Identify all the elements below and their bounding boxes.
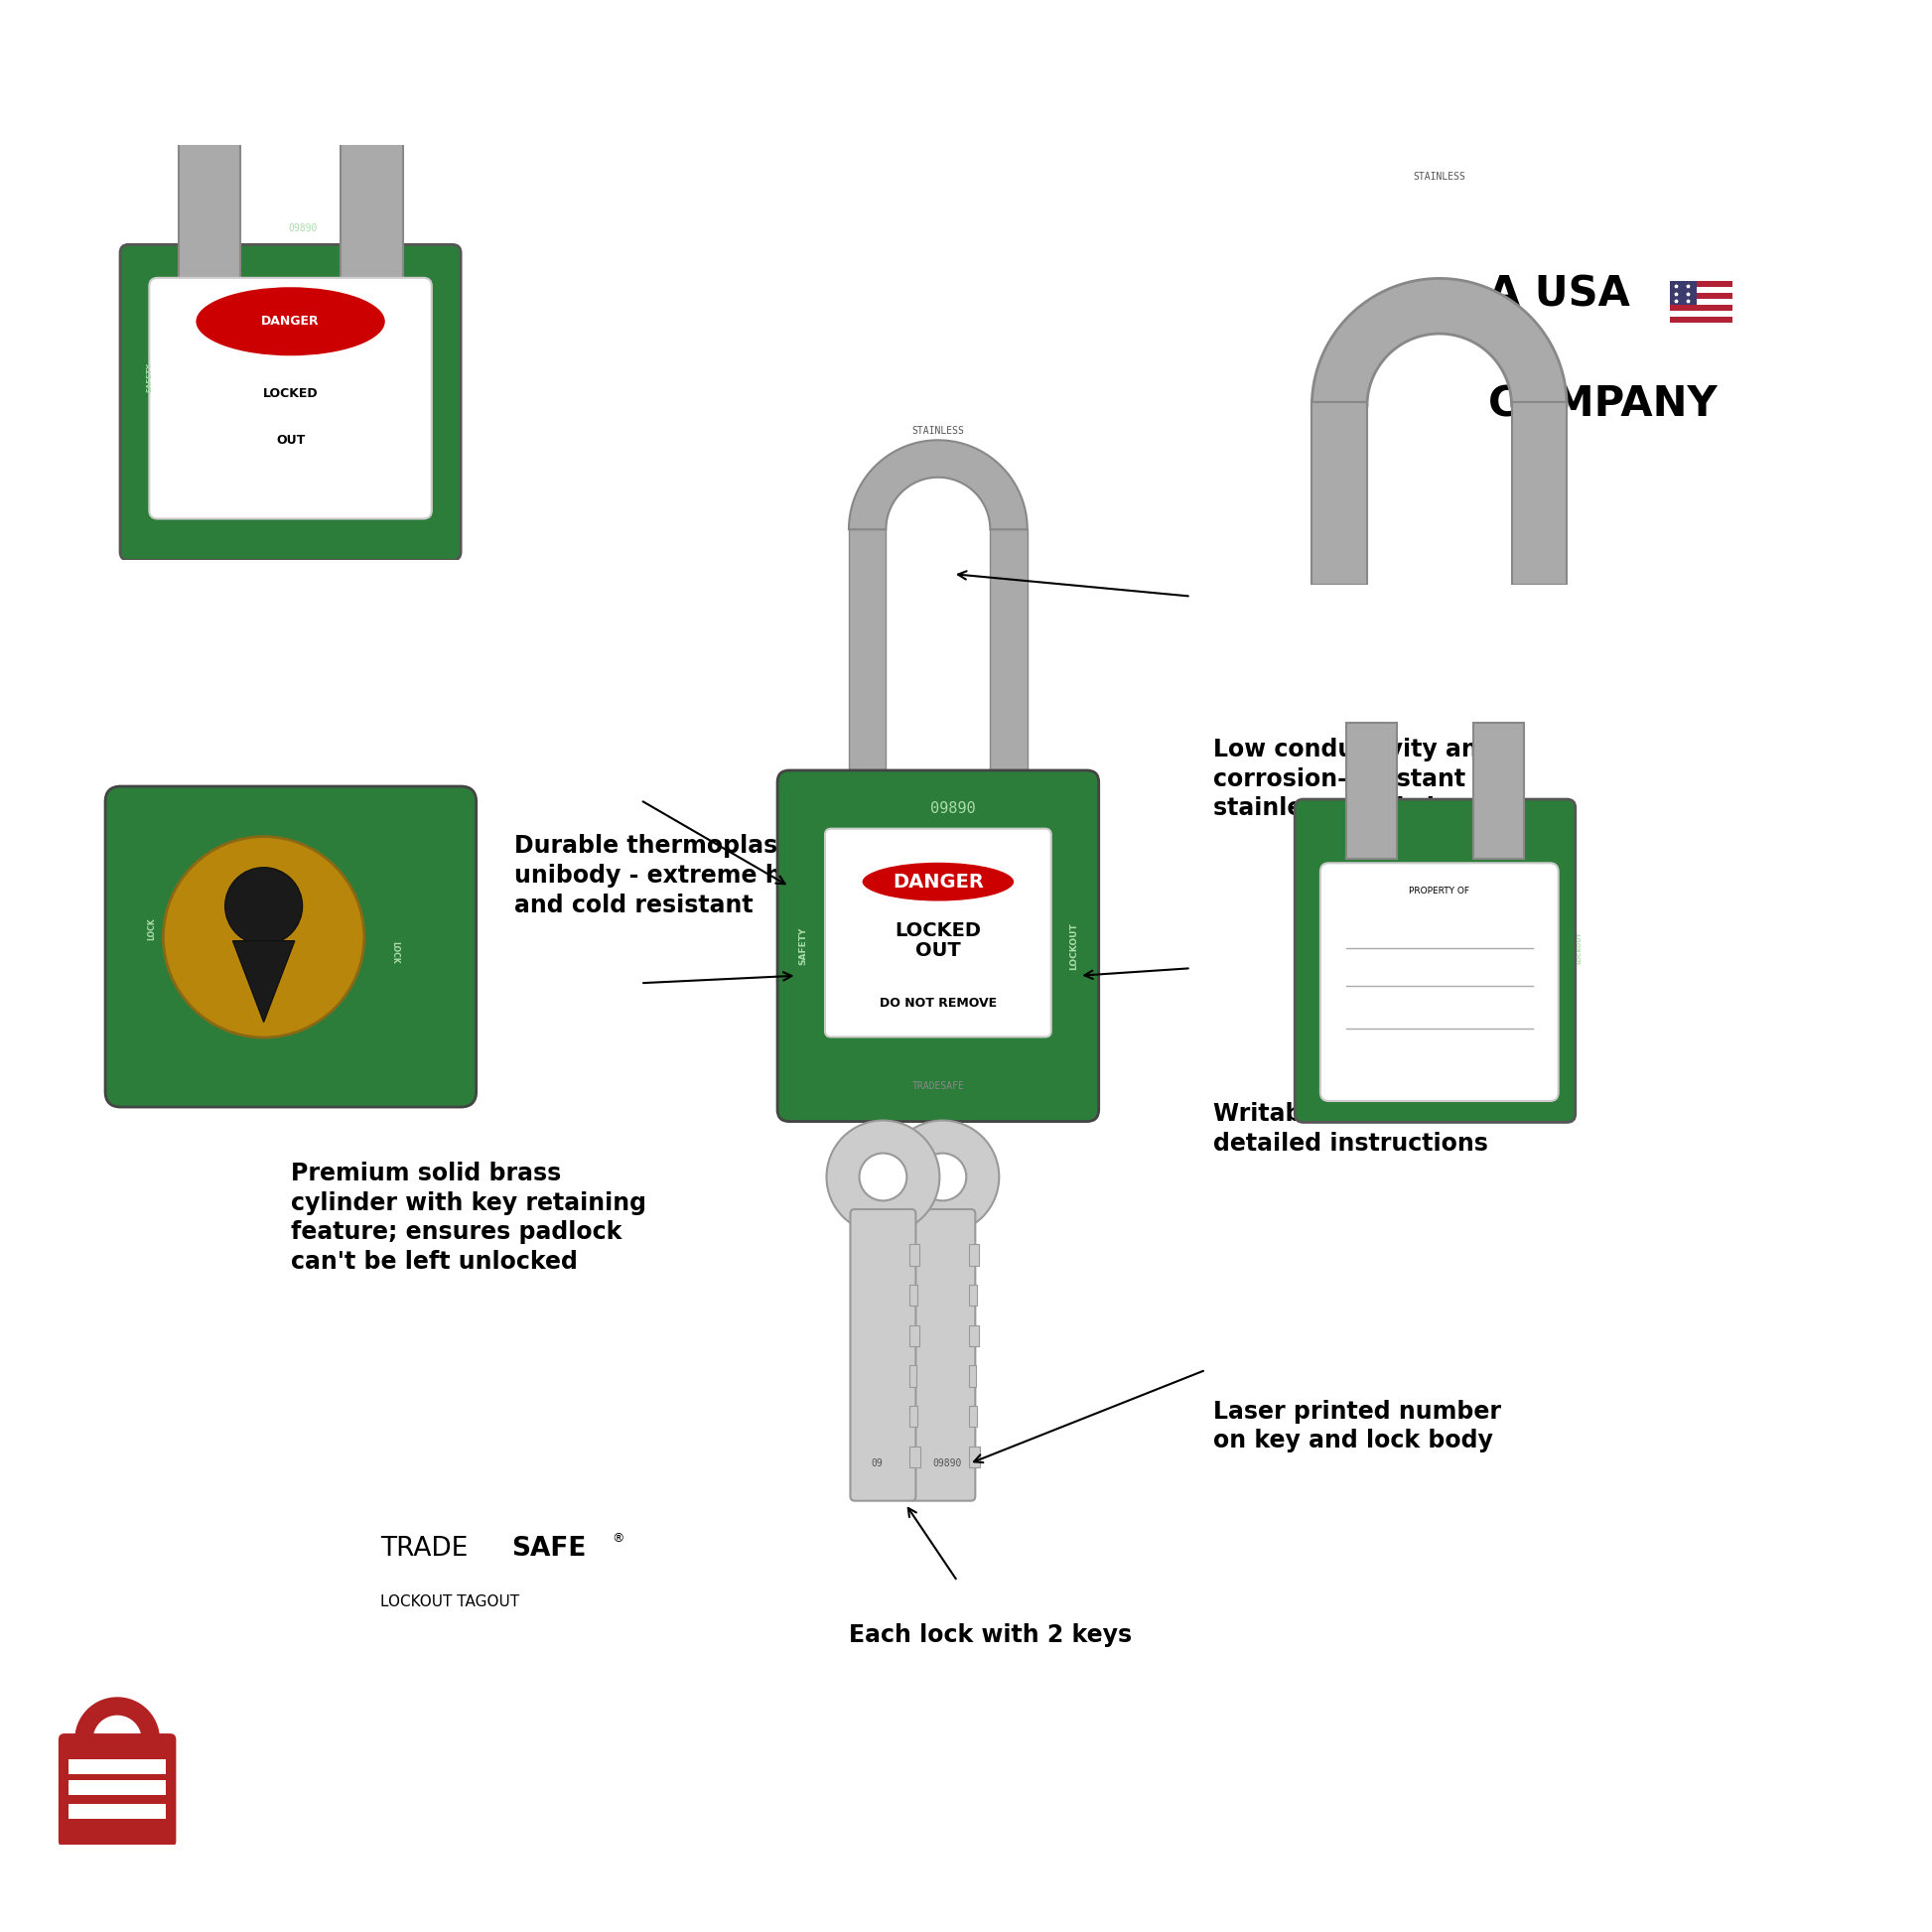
Text: OUT: OUT [276,433,305,446]
Polygon shape [178,124,242,303]
Bar [70,1779,166,1795]
Text: STAINLESS: STAINLESS [912,425,964,435]
Text: Writable labels for more
detailed instructions: Writable labels for more detailed instru… [1213,1101,1536,1155]
Polygon shape [848,529,887,798]
Bar [970,1325,980,1347]
Bar [1669,311,1733,317]
Circle shape [887,1121,999,1233]
Polygon shape [1312,402,1368,583]
Circle shape [920,1153,966,1200]
Polygon shape [1347,723,1397,858]
Bar [970,1244,980,1265]
Text: STAINLESS: STAINLESS [1412,172,1466,182]
Text: SAFETY: SAFETY [798,927,808,964]
Text: LOCK: LOCK [390,941,400,964]
FancyBboxPatch shape [777,771,1099,1121]
Text: SAFE: SAFE [512,1536,585,1561]
Text: LOCKED
OUT: LOCKED OUT [895,922,981,960]
Text: 09890: 09890 [288,222,317,234]
FancyBboxPatch shape [149,278,431,520]
Text: TRADESAFE: TRADESAFE [912,1080,964,1092]
Text: PROPERTY OF: PROPERTY OF [1408,887,1470,896]
Polygon shape [340,124,402,303]
Text: TRADE: TRADE [381,1536,468,1561]
Text: DANGER: DANGER [261,315,319,328]
Text: DO NOT REMOVE: DO NOT REMOVE [879,997,997,1010]
Bar [1669,305,1733,311]
Bar [70,1803,166,1818]
Bar [970,1285,978,1306]
Bar [1669,299,1733,305]
Ellipse shape [195,286,386,357]
Text: LOCK: LOCK [147,918,156,941]
Polygon shape [1312,278,1567,406]
Bar [970,1406,978,1428]
Circle shape [827,1121,939,1233]
Bar [1669,286,1733,294]
Bar [910,1325,920,1347]
Bar [970,1366,976,1387]
Text: 09890: 09890 [933,1459,962,1468]
FancyBboxPatch shape [850,1209,916,1501]
Bar [910,1244,920,1265]
Polygon shape [848,440,1028,529]
FancyBboxPatch shape [910,1209,976,1501]
Text: SAFETY: SAFETY [147,363,153,392]
Text: 09890: 09890 [931,802,976,817]
Text: A USA: A USA [1488,274,1631,315]
Bar [970,1447,980,1466]
Bar [910,1447,922,1466]
Text: LOCKOUT: LOCKOUT [1068,922,1078,970]
Bar [910,1406,918,1428]
Circle shape [162,837,365,1037]
Text: COMPANY: COMPANY [1488,384,1718,425]
Text: LOCKED: LOCKED [263,388,319,400]
Polygon shape [1511,402,1567,583]
Bar [1669,294,1733,299]
Bar [910,1285,918,1306]
Circle shape [860,1153,906,1200]
FancyBboxPatch shape [58,1733,176,1847]
Bar [1669,280,1696,305]
Polygon shape [232,941,294,1022]
Text: 09: 09 [871,1459,883,1468]
Text: Low conductivity and
corrosion-resistant
stainless steel shackle: Low conductivity and corrosion-resistant… [1213,738,1513,821]
Text: Premium solid brass
cylinder with key retaining
feature; ensures padlock
can't b: Premium solid brass cylinder with key re… [292,1161,647,1273]
Bar [70,1758,166,1774]
Polygon shape [989,529,1028,798]
Bar [1669,280,1733,286]
Polygon shape [1474,723,1524,858]
Text: LOCKOUT TAGOUT: LOCKOUT TAGOUT [381,1594,520,1609]
Text: LOCKOUT: LOCKOUT [1577,931,1582,964]
Bar [910,1366,916,1387]
Text: Durable thermoplastic
unibody - extreme hot
and cold resistant: Durable thermoplastic unibody - extreme … [514,835,811,918]
Bar [1669,317,1733,323]
FancyBboxPatch shape [120,245,462,560]
FancyBboxPatch shape [825,829,1051,1037]
Text: Each lock with 2 keys: Each lock with 2 keys [848,1623,1132,1646]
Ellipse shape [862,862,1014,902]
Text: DANGER: DANGER [893,873,983,891]
FancyBboxPatch shape [1320,864,1559,1101]
Polygon shape [75,1696,160,1739]
Text: Laser printed number
on key and lock body: Laser printed number on key and lock bod… [1213,1399,1501,1453]
Circle shape [224,867,303,945]
FancyBboxPatch shape [1294,800,1575,1122]
Text: ®: ® [612,1532,624,1544]
FancyBboxPatch shape [104,786,477,1107]
